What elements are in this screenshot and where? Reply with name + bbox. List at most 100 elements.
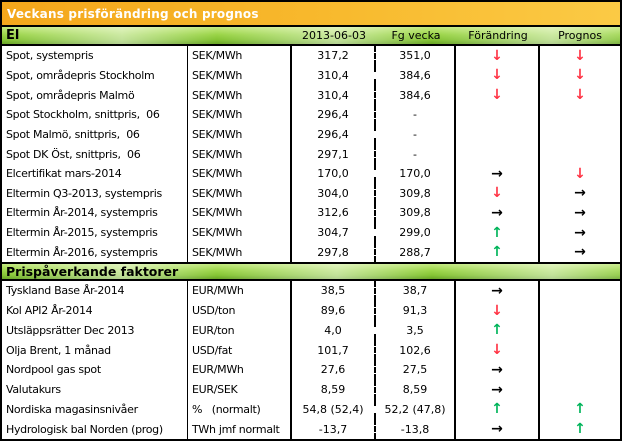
row-label: Elcertifikat mars-2014 xyxy=(2,163,188,184)
forecast-cell: ↓ xyxy=(540,46,620,66)
row-label: Spot Stockholm, snittpris, 06 xyxy=(2,104,188,125)
row-label: Spot DK Öst, snittpris, 06 xyxy=(2,144,188,164)
forecast-cell: → xyxy=(540,223,620,243)
down-arrow-icon: ↓ xyxy=(491,185,503,202)
row-unit: SEK/MWh xyxy=(188,65,292,86)
forecast-cell xyxy=(540,105,620,125)
previous-value: 3,5 xyxy=(376,320,456,341)
change-cell: ↑ xyxy=(456,242,540,263)
flat-arrow-icon: → xyxy=(491,282,503,299)
table-row: Spot, områdepris Malmö SEK/MWh 310,4 384… xyxy=(2,85,620,105)
row-unit: USD/fat xyxy=(188,340,292,360)
current-value: 170,0 xyxy=(292,163,376,184)
table-row: Spot DK Öst, snittpris, 06 SEK/MWh 297,1… xyxy=(2,144,620,164)
current-value: 297,1 xyxy=(292,144,376,164)
flat-arrow-icon: → xyxy=(574,224,586,241)
previous-value: 91,3 xyxy=(376,300,456,321)
row-label: Olja Brent, 1 månad xyxy=(2,340,188,360)
down-arrow-icon: ↓ xyxy=(491,87,503,104)
row-unit: EUR/SEK xyxy=(188,379,292,400)
change-cell: → xyxy=(456,419,540,439)
current-value: 4,0 xyxy=(292,320,376,341)
row-unit: USD/ton xyxy=(188,300,292,321)
previous-value: 102,6 xyxy=(376,340,456,360)
row-unit: SEK/MWh xyxy=(188,163,292,184)
change-cell: → xyxy=(456,360,540,380)
current-value: 101,7 xyxy=(292,340,376,360)
column-header-forecast: Prognos xyxy=(558,29,602,42)
table-row: Utsläppsrätter Dec 2013 EUR/ton 4,0 3,5 … xyxy=(2,320,620,341)
previous-value: 384,6 xyxy=(376,65,456,86)
forecast-cell: ↑ xyxy=(540,400,620,420)
forecast-cell xyxy=(540,281,620,301)
change-cell: → xyxy=(456,203,540,223)
report-title-bar: Veckans prisförändring och prognos xyxy=(2,2,620,27)
column-header-previous-week: Fg vecka xyxy=(391,29,441,42)
previous-value: 52,2 (47,8) xyxy=(376,399,456,420)
change-cell: ↑ xyxy=(456,222,540,243)
down-arrow-icon: ↓ xyxy=(574,165,586,182)
table-row: Eltermin År-2015, systempris SEK/MWh 304… xyxy=(2,222,620,243)
forecast-cell xyxy=(540,301,620,321)
current-value: 310,4 xyxy=(292,85,376,105)
forecast-cell: → xyxy=(540,183,620,203)
previous-value: - xyxy=(376,104,456,125)
table-row: Eltermin Q3-2013, systempris SEK/MWh 304… xyxy=(2,183,620,204)
section-title-factors: Prispåverkande faktorer xyxy=(6,264,179,279)
forecast-cell: ↓ xyxy=(540,66,620,86)
table-row: Kol API2 År-2014 USD/ton 89,6 91,3 ↓ xyxy=(2,300,620,321)
table-row: Hydrologisk bal Norden (prog) TWh jmf no… xyxy=(2,419,620,439)
row-label: Eltermin År-2015, systempris xyxy=(2,222,188,243)
down-arrow-icon: ↓ xyxy=(574,87,586,104)
flat-arrow-icon: → xyxy=(574,204,586,221)
up-arrow-icon: ↑ xyxy=(491,224,503,241)
forecast-cell: ↓ xyxy=(540,85,620,105)
row-unit: EUR/ton xyxy=(188,320,292,341)
current-value: 38,5 xyxy=(292,281,376,301)
row-label: Spot, systempris xyxy=(2,46,188,66)
section-header-el: El 2013-06-03 Fg vecka Förändring Progno… xyxy=(2,27,620,46)
change-cell: ↓ xyxy=(456,183,540,204)
up-arrow-icon: ↑ xyxy=(491,322,503,339)
forecast-cell xyxy=(540,360,620,380)
current-value: 304,7 xyxy=(292,222,376,243)
table-row: Spot Malmö, snittpris, 06 SEK/MWh 296,4 … xyxy=(2,124,620,145)
previous-value: 351,0 xyxy=(376,46,456,66)
section-header-factors: Prispåverkande faktorer xyxy=(2,262,620,281)
flat-arrow-icon: → xyxy=(491,204,503,221)
table-row: Tyskland Base År-2014 EUR/MWh 38,5 38,7 … xyxy=(2,281,620,301)
row-unit: SEK/MWh xyxy=(188,242,292,263)
change-cell: ↓ xyxy=(456,65,540,86)
report-title: Veckans prisförändring och prognos xyxy=(7,6,259,21)
row-unit: EUR/MWh xyxy=(188,281,292,301)
up-arrow-icon: ↑ xyxy=(491,244,503,261)
row-unit: SEK/MWh xyxy=(188,124,292,145)
flat-arrow-icon: → xyxy=(574,244,586,261)
table-row: Elcertifikat mars-2014 SEK/MWh 170,0 170… xyxy=(2,163,620,184)
down-arrow-icon: ↓ xyxy=(491,302,503,319)
row-label: Kol API2 År-2014 xyxy=(2,300,188,321)
row-unit: SEK/MWh xyxy=(188,46,292,66)
current-value: 317,2 xyxy=(292,46,376,66)
forecast-cell xyxy=(540,321,620,341)
flat-arrow-icon: → xyxy=(491,381,503,398)
change-cell: → xyxy=(456,163,540,184)
row-label: Nordiska magasinsnivåer xyxy=(2,399,188,420)
row-unit: SEK/MWh xyxy=(188,183,292,204)
down-arrow-icon: ↓ xyxy=(491,47,503,64)
previous-value: 384,6 xyxy=(376,85,456,105)
row-label: Nordpool gas spot xyxy=(2,360,188,380)
forecast-cell xyxy=(540,144,620,164)
change-cell: ↓ xyxy=(456,46,540,66)
down-arrow-icon: ↓ xyxy=(491,342,503,359)
row-unit: SEK/MWh xyxy=(188,104,292,125)
current-value: -13,7 xyxy=(292,419,376,439)
change-cell: ↓ xyxy=(456,85,540,105)
down-arrow-icon: ↓ xyxy=(491,67,503,84)
up-arrow-icon: ↑ xyxy=(491,401,503,418)
row-unit: SEK/MWh xyxy=(188,203,292,223)
flat-arrow-icon: → xyxy=(491,421,503,438)
row-label: Spot, områdepris Stockholm xyxy=(2,65,188,86)
change-cell: ↓ xyxy=(456,300,540,321)
forecast-cell: ↑ xyxy=(540,419,620,439)
